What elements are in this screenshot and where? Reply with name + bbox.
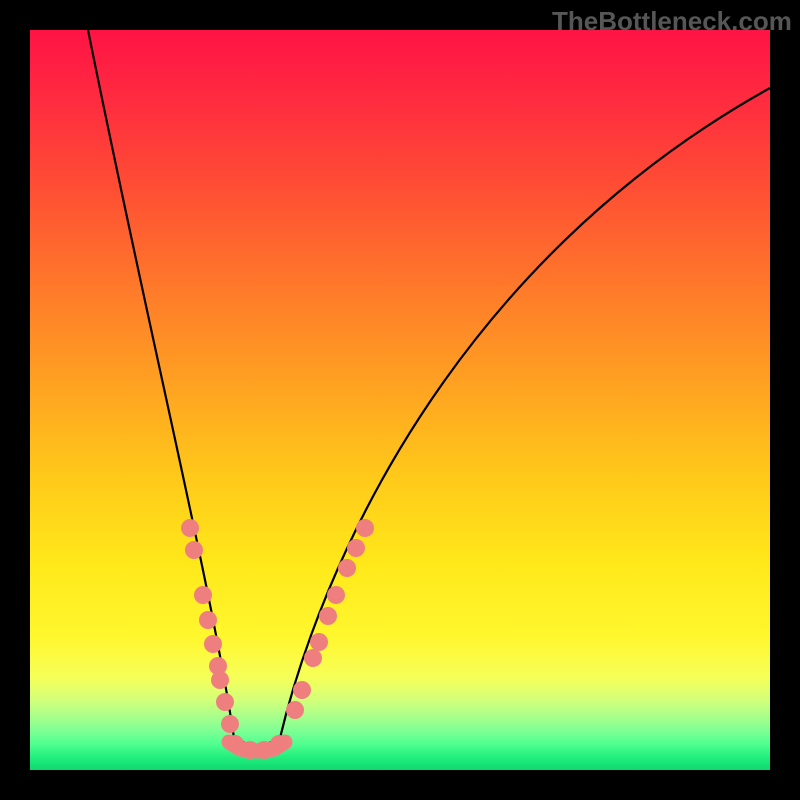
- chart-frame: [30, 30, 770, 770]
- data-dot: [185, 541, 203, 559]
- data-dot: [310, 633, 328, 651]
- data-dot: [194, 586, 212, 604]
- data-dot: [216, 693, 234, 711]
- data-dot: [199, 611, 217, 629]
- data-dot: [338, 559, 356, 577]
- gradient-background: [30, 30, 770, 770]
- data-dot: [211, 671, 229, 689]
- data-dot: [204, 635, 222, 653]
- data-dot: [327, 586, 345, 604]
- data-dot: [319, 607, 337, 625]
- data-dot: [270, 735, 288, 753]
- data-dot: [356, 519, 374, 537]
- data-dot: [286, 701, 304, 719]
- data-dot: [181, 519, 199, 537]
- data-dot: [293, 681, 311, 699]
- data-dot: [221, 715, 239, 733]
- data-dot: [304, 649, 322, 667]
- watermark-text: TheBottleneck.com: [552, 6, 792, 37]
- data-dot: [347, 539, 365, 557]
- chart-plot: [30, 30, 770, 770]
